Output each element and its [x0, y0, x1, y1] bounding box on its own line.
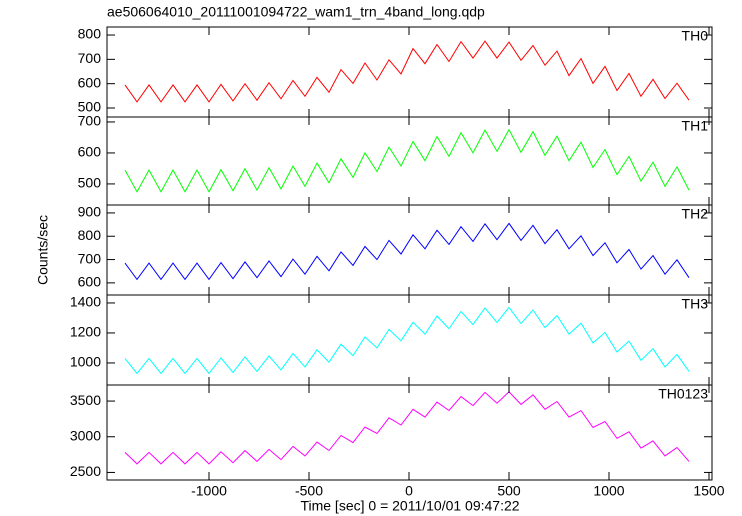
y-tick-label: 1200 — [70, 324, 101, 340]
y-tick-label: 600 — [78, 274, 102, 290]
data-line — [124, 40, 690, 103]
x-tick-label: 1000 — [593, 483, 624, 499]
y-tick-label: 700 — [78, 250, 102, 266]
y-tick-label: 500 — [78, 175, 102, 191]
y-tick-label: 700 — [78, 113, 102, 129]
y-tick-label: 800 — [78, 227, 102, 243]
y-tick-label: 1000 — [70, 354, 101, 370]
x-tick-label: 1500 — [693, 483, 724, 499]
y-tick-label: 900 — [78, 204, 102, 220]
series-label: TH0123 — [658, 386, 708, 402]
chart-title: ae506064010_20111001094722_wam1_trn_4ban… — [107, 4, 485, 20]
y-tick-label: 500 — [78, 99, 102, 115]
panel-frame — [106, 26, 713, 118]
panel-frame — [106, 116, 713, 206]
y-tick-label: 600 — [78, 144, 102, 160]
y-tick-label: 1400 — [70, 294, 101, 310]
panel-frame — [106, 204, 713, 296]
y-tick-label: 3500 — [70, 392, 101, 408]
panel-frame — [106, 384, 713, 481]
y-axis-label: Counts/sec — [35, 215, 51, 285]
y-tick-label: 2500 — [70, 463, 101, 479]
y-tick-label: 700 — [78, 50, 102, 66]
x-tick-label: -1000 — [191, 483, 227, 499]
y-tick-label: 3000 — [70, 427, 101, 443]
panel-frame — [106, 294, 713, 386]
data-line — [124, 306, 690, 375]
x-tick-label: 500 — [497, 483, 521, 499]
data-line — [124, 391, 690, 465]
data-line — [124, 128, 690, 193]
series-label: TH2 — [682, 206, 709, 222]
y-tick-label: 800 — [78, 26, 102, 42]
data-line — [124, 222, 690, 281]
series-label: TH0 — [682, 28, 709, 44]
x-tick-label: 0 — [405, 483, 413, 499]
x-tick-label: -500 — [295, 483, 323, 499]
series-label: TH1 — [682, 118, 709, 134]
x-axis-label: Time [sec] 0 = 2011/10/01 09:47:22 — [300, 498, 519, 514]
y-tick-label: 600 — [78, 74, 102, 90]
series-label: TH3 — [682, 296, 709, 312]
